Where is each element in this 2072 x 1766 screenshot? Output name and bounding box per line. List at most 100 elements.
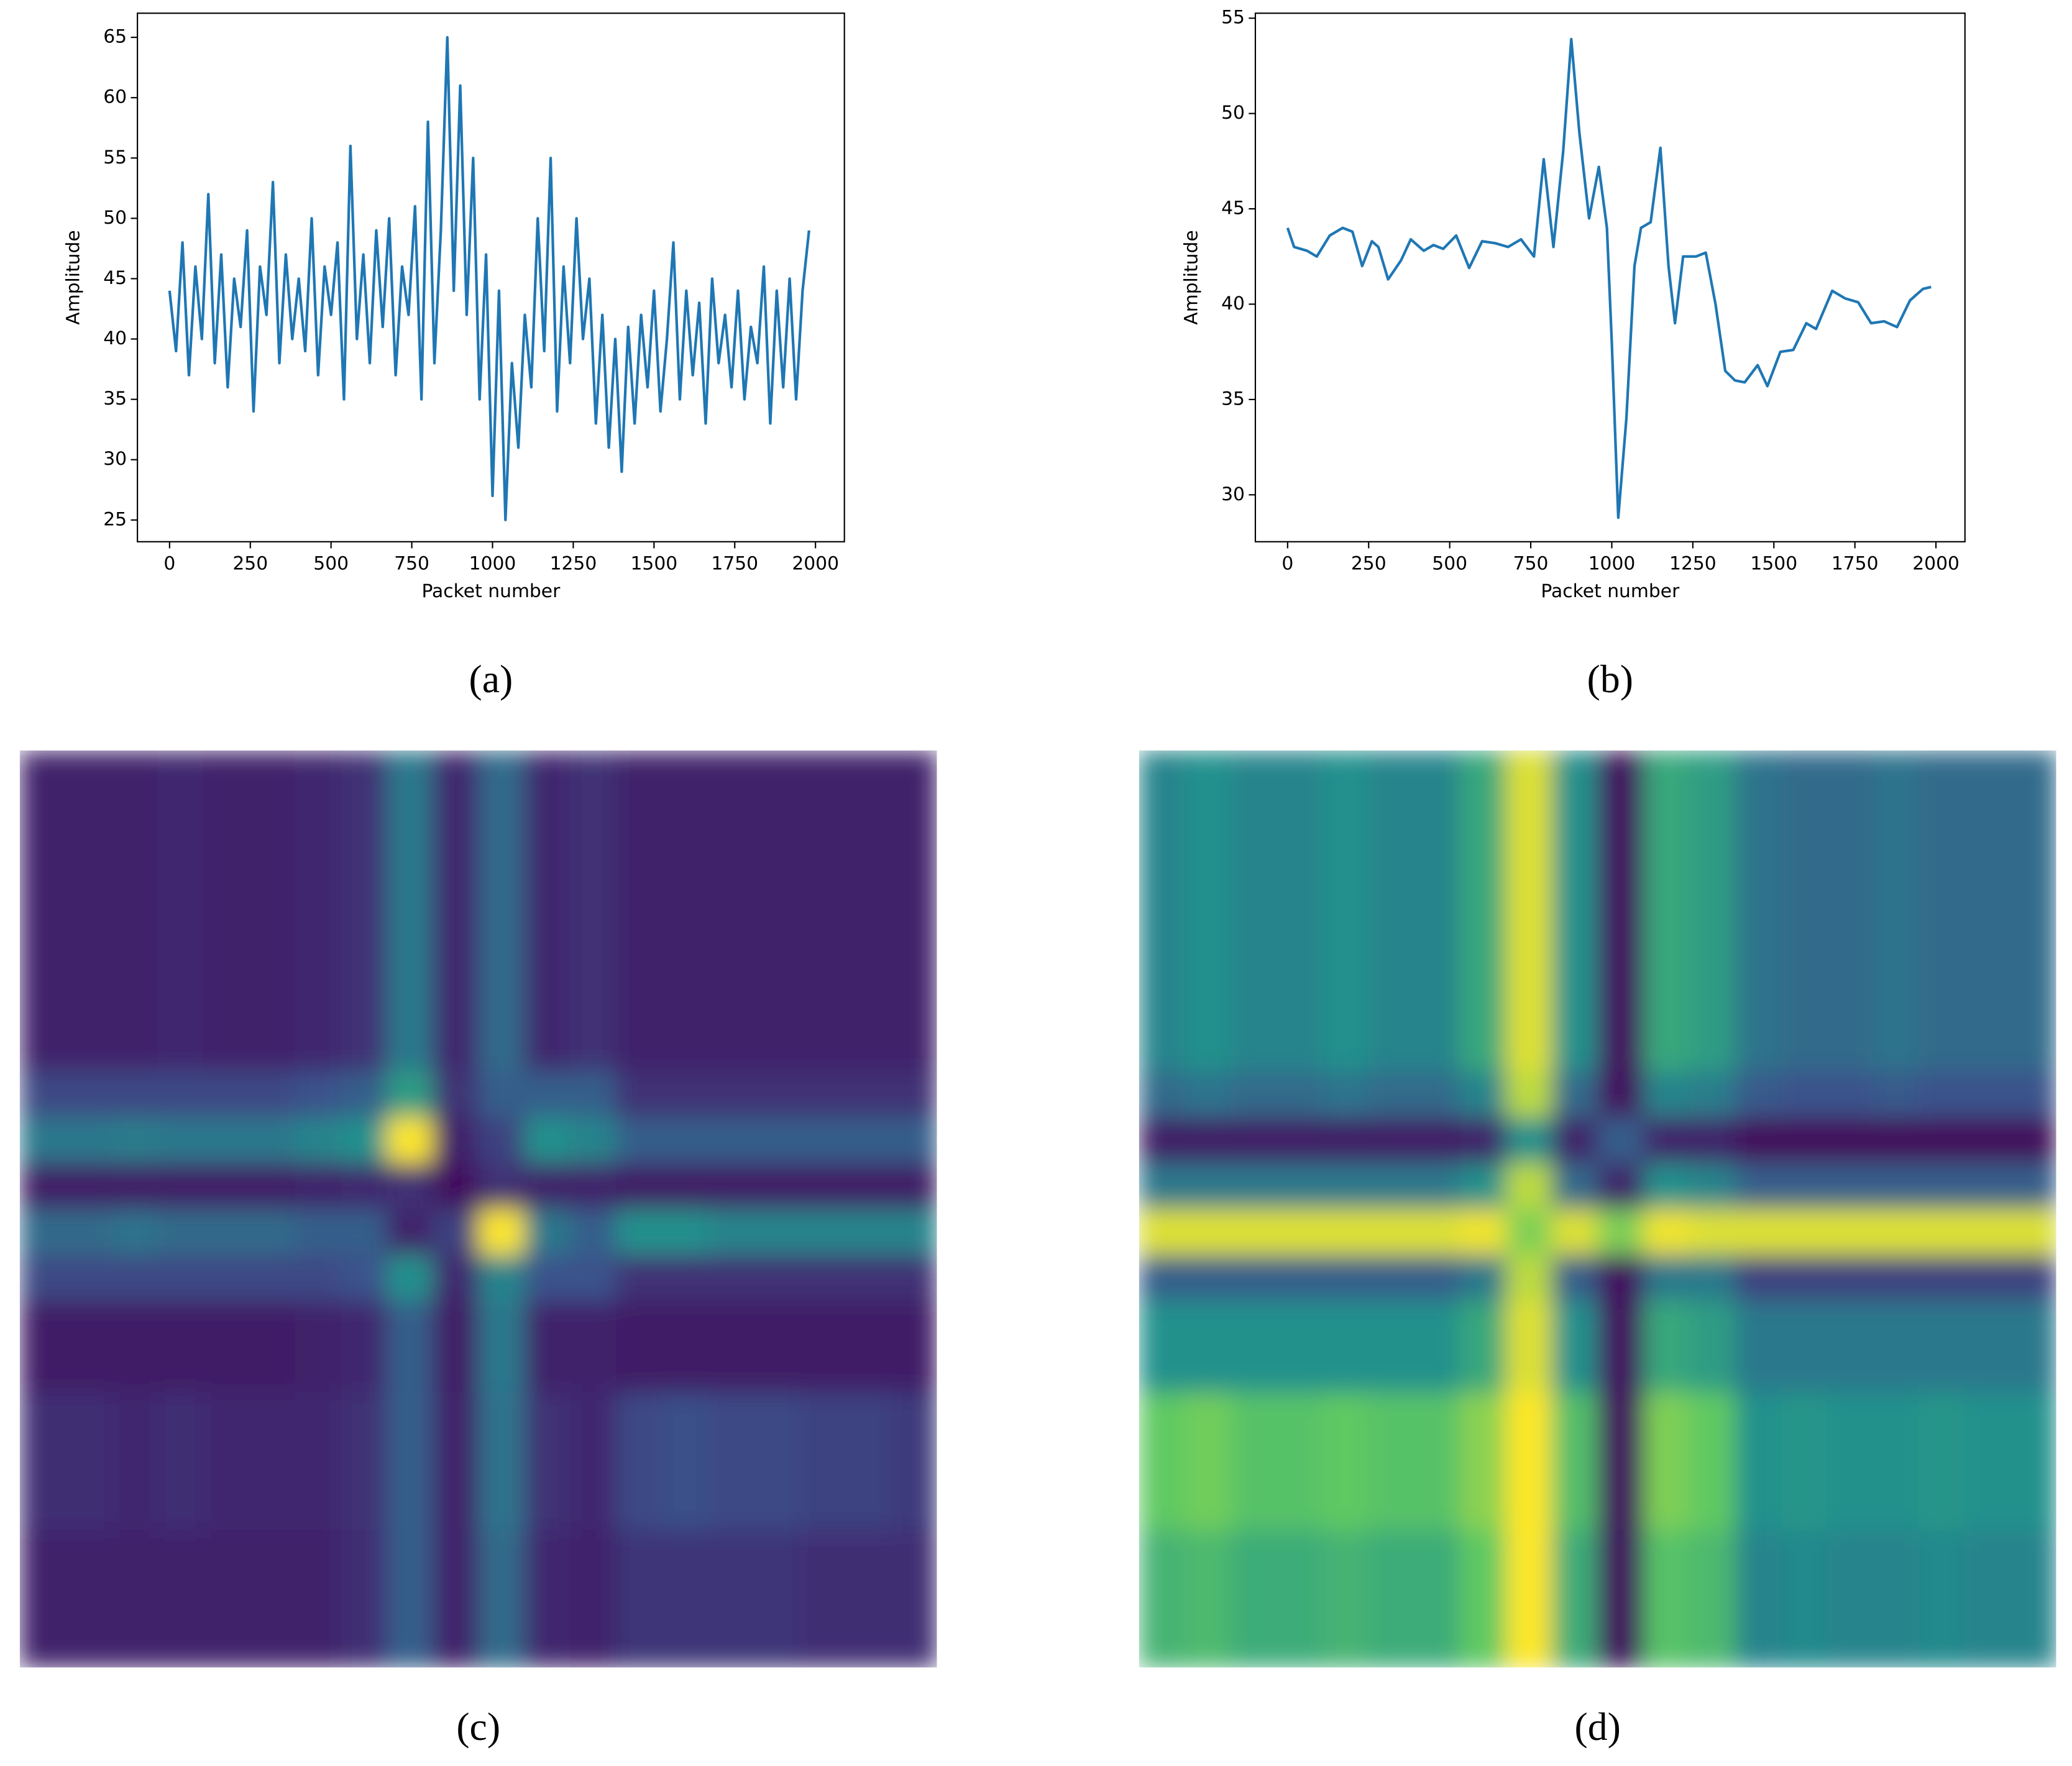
heatmap-cell	[2010, 1621, 2056, 1668]
heatmap-cell	[753, 1621, 800, 1668]
heatmap-cell	[1964, 1025, 2011, 1073]
heatmap-cell	[1506, 888, 1553, 935]
heatmap-cell	[845, 1575, 892, 1622]
heatmap-cell	[19, 1530, 66, 1577]
heatmap-cell	[799, 1346, 846, 1393]
heatmap-cell	[1689, 1163, 1736, 1210]
heatmap-cell	[19, 842, 66, 889]
heatmap-cell	[19, 1438, 66, 1485]
heatmap-cell	[799, 842, 846, 889]
heatmap-cell	[1781, 1346, 1828, 1393]
heatmap-cell	[753, 1392, 800, 1439]
heatmap-cell	[387, 1438, 434, 1485]
heatmap-cell	[753, 1438, 800, 1485]
heatmap-cell	[1277, 1255, 1324, 1302]
heatmap-cell	[524, 1438, 571, 1485]
heatmap-cell	[1918, 1438, 1966, 1485]
heatmap-cell	[249, 1621, 296, 1668]
heatmap-cell	[1368, 888, 1415, 935]
heatmap-cell	[661, 1117, 708, 1164]
heatmap-cell	[341, 1346, 388, 1393]
heatmap-cell	[1185, 1301, 1232, 1348]
heatmap-cell	[1277, 979, 1324, 1027]
heatmap-cell	[1231, 1530, 1278, 1577]
heatmap-cell	[1322, 1117, 1370, 1164]
heatmap-cell	[1689, 750, 1736, 797]
heatmap-cell	[1643, 1438, 1690, 1485]
heatmap-cell	[1827, 1438, 1874, 1485]
heatmap-cell	[1551, 1392, 1598, 1439]
heatmap-cell	[845, 1438, 892, 1485]
heatmap-cell	[1735, 1255, 1782, 1302]
heatmap-cell	[1460, 1621, 1507, 1668]
heatmap-cell	[1551, 1438, 1598, 1485]
heatmap-cell	[1322, 1301, 1370, 1348]
heatmap-cell	[570, 750, 617, 797]
heatmap-cell	[1231, 1163, 1278, 1210]
heatmap-cell	[157, 933, 204, 981]
heatmap-cell	[1827, 750, 1874, 797]
heatmap-cell	[1964, 796, 2011, 843]
heatmap-cell	[1827, 1392, 1874, 1439]
heatmap-cell	[1735, 1530, 1782, 1577]
heatmap-cell	[524, 842, 571, 889]
heatmap-cell	[661, 1209, 708, 1256]
heatmap-cell	[249, 1346, 296, 1393]
heatmap-cell	[387, 1484, 434, 1531]
heatmap-cell	[1231, 1255, 1278, 1302]
heatmap-cell	[1643, 1301, 1690, 1348]
heatmap-cell	[478, 933, 525, 981]
heatmap-cell	[203, 1301, 250, 1348]
heatmap-cell	[387, 1255, 434, 1302]
heatmap-cell	[341, 1621, 388, 1668]
heatmap-cell	[1185, 796, 1232, 843]
heatmap-cell	[1322, 1621, 1370, 1668]
heatmap-cell	[203, 1255, 250, 1302]
heatmap-cell	[1781, 1209, 1828, 1256]
heatmap-cell	[478, 1117, 525, 1164]
heatmap-cell	[478, 1071, 525, 1119]
heatmap-cell	[570, 842, 617, 889]
heatmap-cell	[1735, 1392, 1782, 1439]
heatmap-cell	[432, 1392, 479, 1439]
heatmap-cell	[1551, 933, 1598, 981]
heatmap-cell	[65, 1163, 112, 1210]
heatmap-cell	[387, 1209, 434, 1256]
heatmap-cell	[1597, 1209, 1644, 1256]
heatmap-cell	[1460, 1392, 1507, 1439]
heatmap-cell	[1506, 750, 1553, 797]
heatmap-cell	[19, 1209, 66, 1256]
x-tick-label: 1000	[469, 552, 516, 574]
heatmap-cell	[111, 1163, 158, 1210]
heatmap-cell	[524, 1117, 571, 1164]
heatmap-cell	[478, 750, 525, 797]
heatmap-cell	[1918, 1621, 1966, 1668]
heatmap-cell	[1964, 842, 2011, 889]
heatmap-cell	[707, 1071, 754, 1119]
heatmap-cell	[753, 1255, 800, 1302]
heatmap-cell	[661, 750, 708, 797]
heatmap-cell	[111, 1484, 158, 1531]
heatmap-cell	[1873, 750, 1920, 797]
heatmap-cell	[1873, 1025, 1920, 1073]
heatmap-cell	[295, 1346, 342, 1393]
heatmap-cell	[1322, 1255, 1370, 1302]
heatmap-cell	[1689, 933, 1736, 981]
heatmap-cell	[1873, 979, 1920, 1027]
heatmap-cell	[1277, 796, 1324, 843]
heatmap-cell	[753, 1575, 800, 1622]
heatmap-cell	[799, 1392, 846, 1439]
heatmap-cell	[1506, 1346, 1553, 1393]
heatmap-cell	[1964, 1163, 2011, 1210]
heatmap-cell	[1322, 1163, 1370, 1210]
heatmap-cell	[203, 888, 250, 935]
heatmap-cell	[341, 750, 388, 797]
heatmap-cell	[891, 796, 937, 843]
heatmap-cell	[616, 1438, 663, 1485]
heatmap-cell	[1139, 796, 1186, 843]
x-tick-label: 0	[163, 552, 175, 574]
heatmap-cell	[753, 888, 800, 935]
heatmap-cell	[524, 1071, 571, 1119]
heatmap-cell	[478, 1209, 525, 1256]
heatmap-cell	[1322, 1346, 1370, 1393]
